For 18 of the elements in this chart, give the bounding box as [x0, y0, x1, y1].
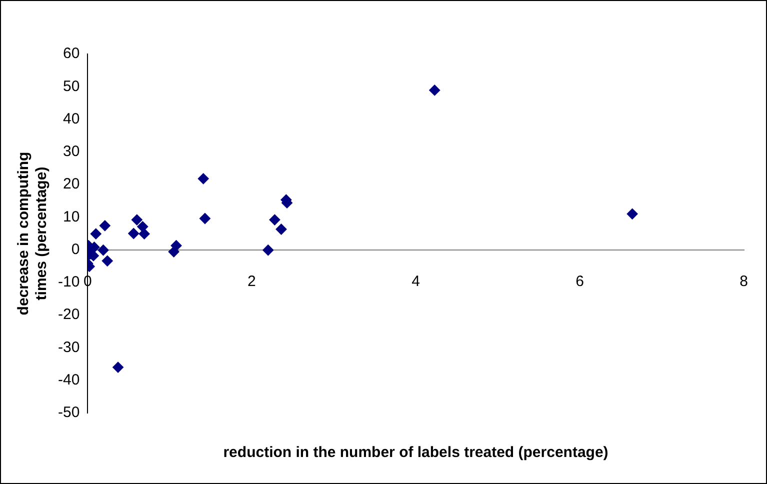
x-axis-title: reduction in the number of labels treated (percentage) [223, 444, 608, 462]
y-tick-label: -20 [58, 306, 80, 324]
y-tick-label: -50 [58, 404, 80, 422]
y-tick-label: -10 [58, 274, 80, 291]
y-tick-label: 40 [62, 110, 80, 128]
x-tick-label: 2 [248, 272, 256, 290]
x-tick-label: 4 [412, 272, 420, 290]
y-tick-label: 30 [62, 143, 80, 160]
y-tick-label: 0 [71, 240, 80, 258]
y-tick-label: -30 [58, 338, 80, 356]
x-tick-label: 8 [740, 272, 748, 290]
x-tick-label: 6 [576, 272, 584, 290]
y-tick-label: 20 [62, 176, 80, 193]
y-tick-label: 10 [62, 208, 80, 226]
y-tick-label: 50 [62, 78, 80, 95]
y-axis-title: decrease in computing times (percentage) [15, 152, 50, 316]
y-tick-label: 60 [62, 45, 80, 62]
y-tick-label: -40 [58, 372, 80, 389]
